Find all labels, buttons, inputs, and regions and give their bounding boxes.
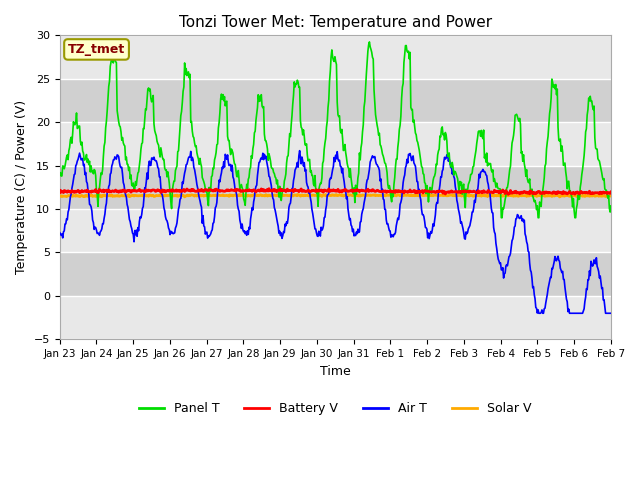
Bar (60, 122, 611, 166)
Solar V (179, 192, 186, 198)
Solar V (122, 193, 130, 199)
Panel T (207, 174, 215, 180)
Air T (419, 212, 427, 217)
Solar V (607, 193, 615, 199)
Air T (122, 194, 130, 200)
Bar (60, 252, 611, 296)
Panel T (66, 144, 74, 150)
Air T (535, 311, 543, 316)
Panel T (122, 154, 130, 160)
Battery V (403, 189, 411, 195)
Line: Air T: Air T (60, 151, 611, 313)
Panel T (403, 48, 411, 54)
Bar (60, 296, 611, 339)
Line: Panel T: Panel T (60, 42, 611, 218)
Panel T (365, 39, 373, 45)
Battery V (66, 189, 74, 195)
Solar V (403, 192, 411, 198)
Title: Tonzi Tower Met: Temperature and Power: Tonzi Tower Met: Temperature and Power (179, 15, 492, 30)
Battery V (207, 187, 215, 193)
X-axis label: Time: Time (320, 365, 351, 378)
Air T (66, 200, 74, 206)
Solar V (207, 193, 215, 199)
Y-axis label: Temperature (C) / Power (V): Temperature (C) / Power (V) (15, 100, 28, 275)
Panel T (607, 203, 615, 209)
Air T (56, 229, 63, 235)
Air T (296, 148, 303, 154)
Battery V (607, 189, 615, 195)
Battery V (179, 188, 186, 193)
Battery V (504, 192, 512, 197)
Solar V (66, 193, 74, 199)
Solar V (56, 193, 63, 199)
Battery V (419, 190, 427, 196)
Bar (60, 79, 611, 122)
Bar (60, 166, 611, 209)
Legend: Panel T, Battery V, Air T, Solar V: Panel T, Battery V, Air T, Solar V (134, 397, 537, 420)
Bar (60, 36, 611, 79)
Text: TZ_tmet: TZ_tmet (68, 43, 125, 56)
Panel T (419, 171, 427, 177)
Air T (179, 180, 186, 185)
Panel T (56, 172, 63, 178)
Solar V (288, 192, 296, 197)
Air T (207, 228, 215, 234)
Solar V (419, 193, 427, 199)
Panel T (497, 215, 505, 221)
Line: Solar V: Solar V (60, 194, 611, 197)
Bar (60, 209, 611, 252)
Battery V (56, 189, 63, 195)
Battery V (122, 189, 130, 194)
Air T (607, 311, 615, 316)
Panel T (179, 99, 186, 105)
Line: Battery V: Battery V (60, 189, 611, 194)
Air T (403, 156, 411, 162)
Solar V (556, 194, 563, 200)
Battery V (265, 186, 273, 192)
